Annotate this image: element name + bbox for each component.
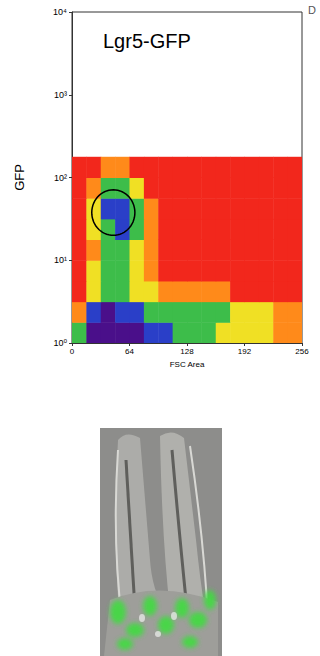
- svg-text:256: 256: [295, 347, 309, 356]
- svg-text:0: 0: [70, 347, 75, 356]
- svg-text:FSC Area: FSC Area: [170, 360, 205, 369]
- svg-text:192: 192: [238, 347, 252, 356]
- svg-text:10¹: 10¹: [54, 255, 67, 265]
- svg-text:10⁴: 10⁴: [53, 7, 67, 17]
- svg-text:GFP: GFP: [12, 164, 27, 191]
- svg-text:Lgr5-GFP: Lgr5-GFP: [103, 30, 191, 52]
- svg-text:10³: 10³: [54, 90, 67, 100]
- svg-text:10²: 10²: [54, 173, 67, 183]
- svg-text:10⁰: 10⁰: [53, 338, 67, 348]
- svg-text:D: D: [308, 4, 316, 16]
- svg-text:64: 64: [125, 347, 134, 356]
- svg-text:128: 128: [180, 347, 194, 356]
